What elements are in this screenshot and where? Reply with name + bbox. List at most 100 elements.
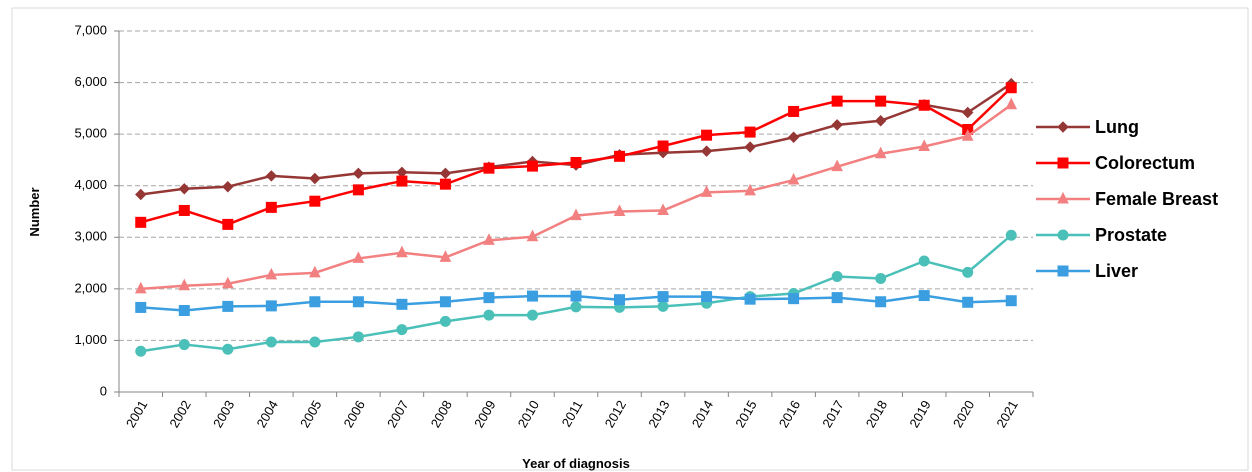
data-point — [439, 250, 452, 262]
data-point — [961, 129, 974, 141]
data-point — [874, 146, 887, 159]
data-point — [526, 229, 539, 242]
y-tick-label: 6,000 — [74, 74, 107, 89]
legend-label: Liver — [1095, 261, 1138, 281]
data-point — [178, 305, 190, 317]
data-point — [134, 281, 147, 294]
x-axis-title: Year of diagnosis — [522, 456, 630, 471]
data-point — [570, 208, 582, 221]
y-tick-label: 2,000 — [74, 280, 107, 295]
data-point — [439, 315, 451, 327]
data-point — [657, 291, 669, 303]
data-point — [918, 99, 930, 111]
data-point — [265, 170, 278, 182]
data-point — [918, 290, 930, 302]
data-point — [613, 204, 626, 216]
data-point — [570, 290, 582, 302]
legend-marker — [1057, 265, 1069, 277]
data-point — [309, 336, 321, 348]
data-point — [918, 139, 930, 152]
legend-label: Lung — [1095, 117, 1139, 137]
data-point — [962, 106, 974, 119]
y-tick-label: 1,000 — [74, 332, 107, 347]
data-point — [744, 126, 756, 138]
data-point — [526, 290, 538, 302]
data-point — [570, 301, 582, 313]
data-point — [439, 296, 451, 308]
data-point — [962, 296, 974, 308]
data-point — [962, 266, 974, 278]
data-point — [265, 201, 277, 213]
data-point — [135, 345, 147, 357]
data-point — [657, 203, 669, 215]
data-point — [309, 195, 321, 207]
legend-label: Colorectum — [1095, 153, 1195, 173]
data-point — [222, 343, 234, 355]
data-point — [1005, 82, 1017, 94]
data-point — [135, 188, 147, 201]
y-tick-label: 0 — [100, 383, 107, 398]
data-point — [396, 245, 408, 258]
data-point — [744, 141, 756, 153]
data-point — [744, 183, 756, 196]
data-point — [788, 293, 800, 305]
data-point — [352, 184, 364, 196]
y-axis-title: Number — [27, 187, 42, 236]
data-point — [309, 172, 321, 185]
data-point — [222, 181, 234, 193]
data-point — [396, 298, 408, 310]
legend-marker — [1057, 121, 1069, 133]
y-tick-label: 7,000 — [74, 22, 107, 37]
data-point — [874, 115, 887, 127]
data-point — [135, 301, 147, 313]
data-point — [918, 255, 930, 267]
legend-label: Prostate — [1095, 225, 1167, 245]
data-point — [222, 300, 234, 312]
data-point — [787, 172, 800, 185]
data-point — [788, 105, 800, 117]
data-point — [526, 309, 538, 321]
data-point — [614, 294, 626, 306]
data-point — [831, 119, 843, 131]
data-point — [831, 270, 843, 282]
data-point — [439, 178, 451, 190]
data-point — [831, 292, 843, 304]
data-point — [701, 291, 713, 303]
data-point — [1005, 229, 1017, 241]
data-point — [178, 204, 190, 216]
data-point — [222, 218, 234, 230]
data-point — [483, 233, 495, 245]
data-point — [265, 267, 278, 280]
data-point — [396, 324, 408, 336]
data-point — [222, 276, 234, 289]
data-point — [1005, 295, 1017, 307]
data-point — [700, 185, 713, 197]
data-point — [265, 336, 277, 348]
legend-label: Female Breast — [1095, 189, 1218, 209]
data-point — [570, 157, 582, 169]
data-point — [352, 251, 365, 263]
data-point — [352, 167, 365, 180]
data-point — [396, 175, 408, 187]
data-point — [657, 300, 669, 312]
data-point — [135, 216, 147, 228]
data-point — [483, 309, 495, 321]
y-tick-label: 5,000 — [74, 126, 107, 141]
data-point — [309, 296, 321, 308]
data-point — [701, 129, 713, 141]
data-point — [483, 162, 495, 174]
data-point — [483, 292, 495, 304]
data-point — [875, 296, 887, 308]
data-point — [875, 273, 887, 285]
data-point — [309, 265, 321, 278]
data-point — [875, 95, 887, 107]
legend-marker — [1057, 191, 1069, 204]
y-tick-label: 4,000 — [74, 177, 107, 192]
chart-frame — [11, 7, 1249, 471]
data-point — [831, 159, 843, 172]
data-point — [178, 339, 190, 351]
data-point — [178, 278, 191, 291]
data-point — [831, 95, 843, 107]
data-point — [178, 183, 190, 195]
